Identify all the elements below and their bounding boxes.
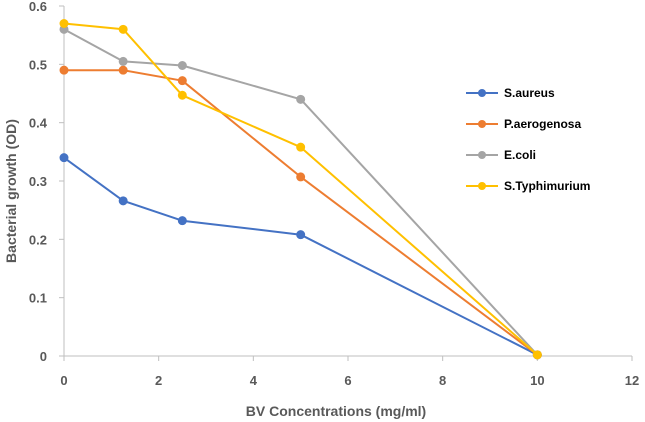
- x-tick-label: 12: [625, 373, 639, 388]
- legend-label: P.aerogenosa: [504, 117, 581, 131]
- data-point: [118, 24, 128, 34]
- series-line: [63, 28, 539, 356]
- data-point: [177, 90, 187, 100]
- series-line: [63, 156, 538, 356]
- series-e-coli: [59, 24, 542, 360]
- x-tick-label: 0: [60, 373, 67, 388]
- x-tick-label: 6: [344, 373, 351, 388]
- series-p-aerogenosa: [59, 65, 542, 360]
- legend-item: P.aerogenosa: [466, 117, 581, 131]
- y-tick-label: 0.2: [29, 232, 47, 247]
- legend-swatch-marker: [478, 182, 486, 190]
- data-point: [118, 56, 128, 66]
- data-point: [59, 153, 69, 163]
- series-line: [64, 69, 538, 356]
- series-s-aureus: [59, 153, 542, 360]
- x-tick-label: 10: [530, 373, 544, 388]
- series: [59, 19, 542, 360]
- data-point: [59, 19, 69, 28]
- legend-swatch-marker: [478, 89, 486, 97]
- legend-label: S.Typhimurium: [504, 179, 590, 193]
- data-point: [118, 196, 128, 206]
- x-tick-label: 4: [250, 373, 258, 388]
- legend-swatch-marker: [478, 120, 486, 128]
- data-point: [296, 172, 306, 182]
- data-point: [177, 76, 187, 86]
- data-point: [296, 94, 306, 104]
- data-point: [296, 142, 306, 152]
- legend-item: S.Typhimurium: [466, 179, 590, 193]
- data-point: [532, 350, 542, 360]
- legend-label: E.coli: [504, 148, 536, 162]
- data-point: [177, 61, 187, 70]
- x-axis-ticks: 0 2 4 6 8 10 12: [60, 356, 639, 388]
- legend-item: S.aureus: [466, 86, 555, 100]
- y-axis-ticks: 0 0.1 0.2 0.3 0.4 0.5 0.6: [29, 0, 64, 364]
- y-tick-label: 0.1: [29, 291, 47, 306]
- y-tick-label: 0.5: [29, 57, 47, 72]
- data-point: [118, 65, 128, 75]
- legend-item: E.coli: [466, 148, 536, 162]
- data-point: [296, 230, 306, 240]
- legend-swatch-marker: [478, 151, 486, 159]
- legend: S.aureus P.aerogenosa E.coli S.Typhimurium: [466, 86, 590, 193]
- series-s-typhimurium: [59, 19, 542, 360]
- y-tick-label: 0: [40, 349, 47, 364]
- legend-label: S.aureus: [504, 86, 555, 100]
- data-point: [59, 65, 69, 75]
- y-tick-label: 0.6: [29, 0, 47, 14]
- x-axis-title: BV Concentrations (mg/ml): [246, 403, 426, 419]
- y-tick-label: 0.4: [29, 116, 48, 131]
- y-tick-label: 0.3: [29, 174, 47, 189]
- x-tick-label: 8: [439, 373, 446, 388]
- data-point: [177, 216, 187, 226]
- x-tick-label: 2: [155, 373, 162, 388]
- y-axis-title: Bacterial growth (OD): [3, 119, 19, 263]
